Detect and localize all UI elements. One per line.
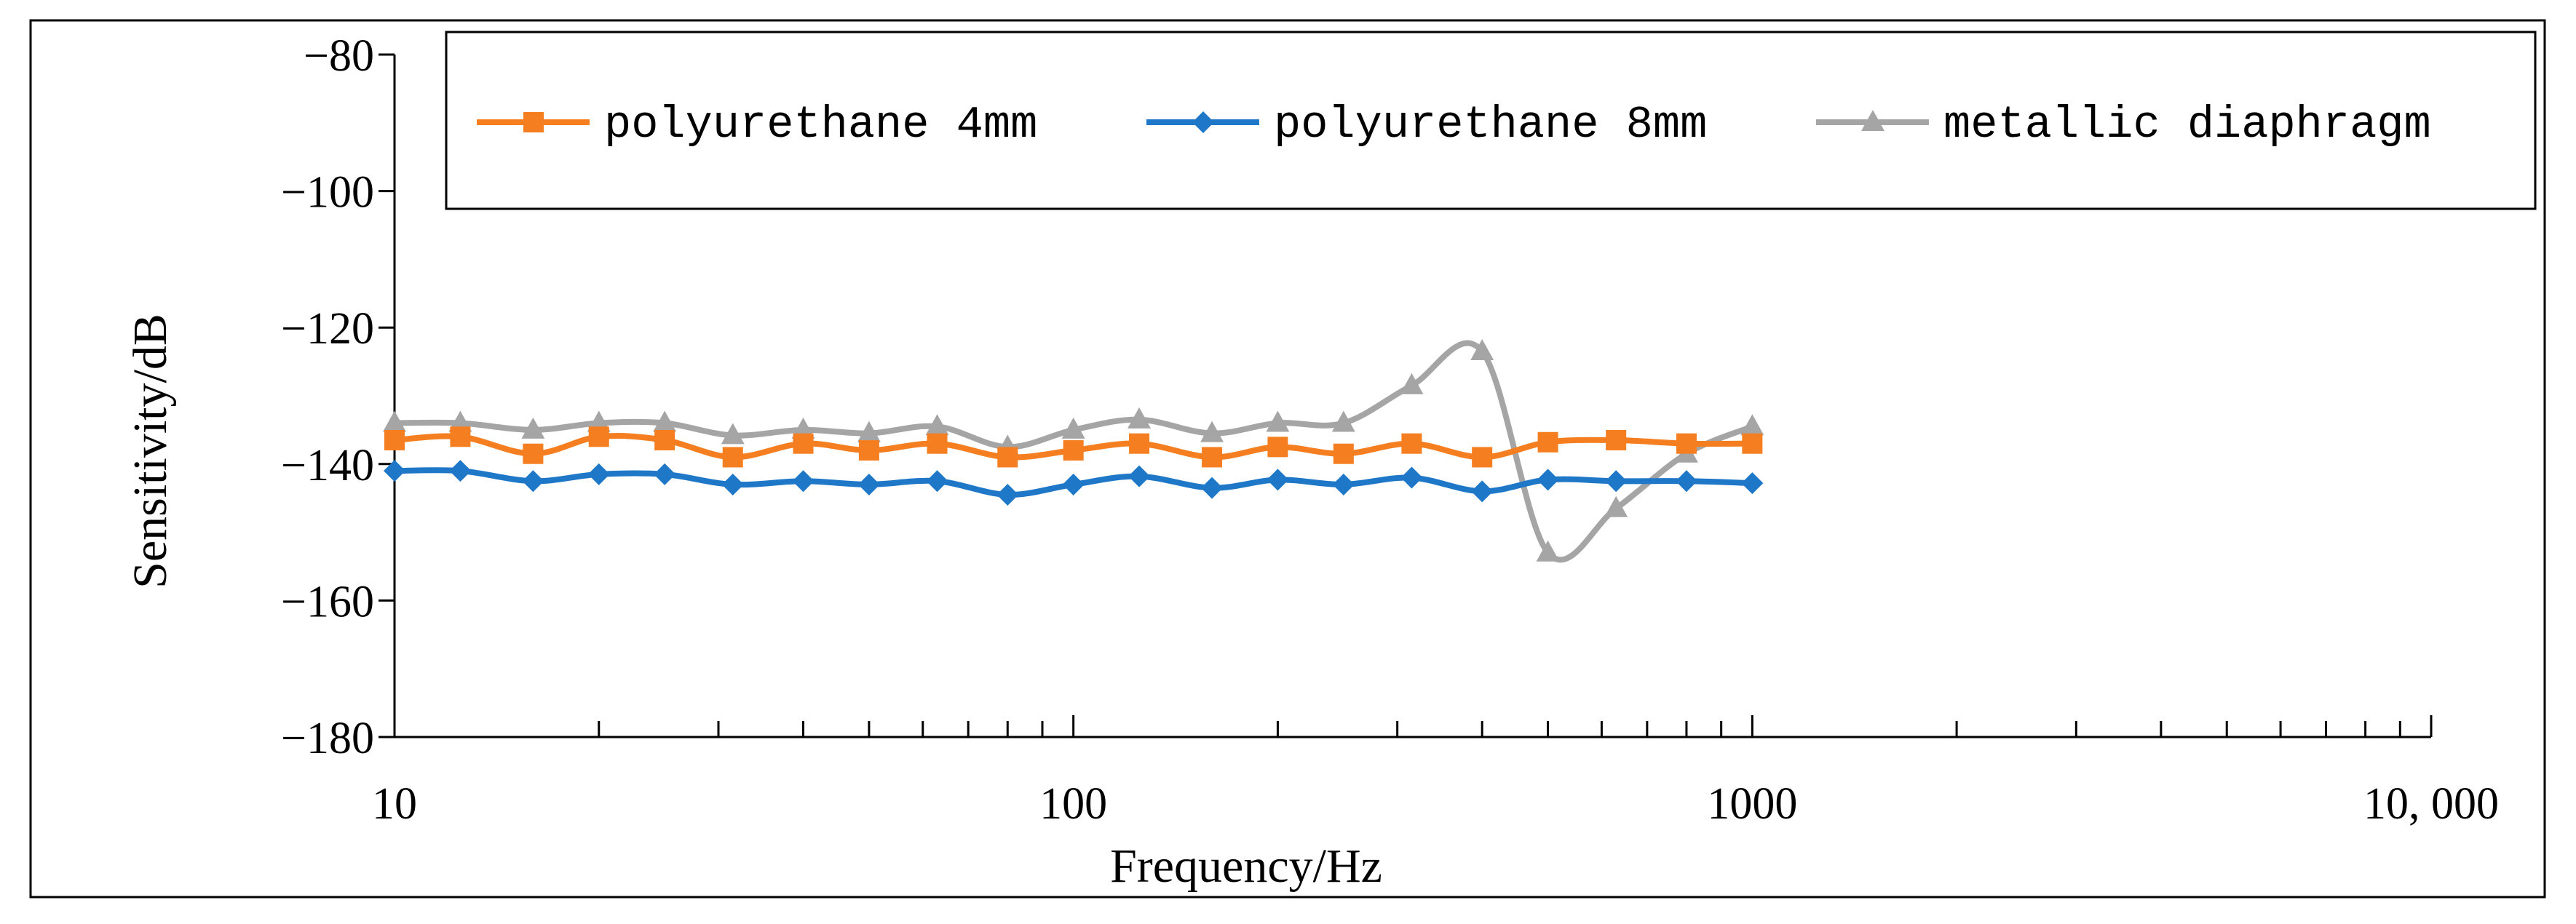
data-point [1061,417,1085,439]
x-tick-label: 1000 [1707,779,1797,829]
data-point [1062,473,1085,495]
data-point [1472,447,1493,468]
data-point [1470,339,1494,361]
data-point [1331,410,1355,432]
data-point [791,417,815,439]
y-tick-label: −80 [304,31,374,81]
data-point [587,410,611,432]
data-point [1201,477,1224,499]
data-point [927,433,948,454]
data-point [384,429,405,450]
data-point [1471,480,1494,503]
data-point [654,429,675,450]
data-point [449,460,472,482]
data-point [588,426,609,447]
data-point [926,470,948,493]
data-point [1605,470,1628,493]
data-point [997,447,1018,468]
y-tick-label: −140 [281,441,374,490]
legend-marker [1192,111,1214,133]
data-point [925,414,949,436]
series-line [394,340,1753,563]
data-point [1537,431,1558,453]
legend-item: metallic diaphragm [1816,99,2431,151]
data-point [857,421,881,442]
data-point [1128,407,1152,429]
legend-label: polyurethane 8mm [1274,99,1707,151]
x-tick-label: 10, 000 [2363,779,2499,829]
legend: polyurethane 4mm polyurethane 8mm metallic… [445,31,2537,210]
data-point [450,426,471,447]
data-point [522,470,544,493]
data-point [448,410,472,432]
data-point [1537,469,1559,491]
series-metallic-diaphragm [383,339,1764,563]
legend-item: polyurethane 8mm [1146,99,1707,151]
data-point [1741,472,1764,495]
data-point [721,473,744,495]
data-point [793,433,814,454]
data-point [1333,443,1354,464]
data-point [1675,470,1697,493]
data-point [857,473,880,495]
data-point [1128,465,1151,487]
x-tick-label: 100 [1039,779,1107,829]
data-point [1400,466,1423,489]
series-polyurethane-4mm [384,426,1763,468]
data-point [521,417,545,439]
data-point [384,460,405,482]
y-axis-title: Sensitivity/dB [124,314,177,589]
data-point [1129,433,1150,454]
data-point [858,440,879,461]
data-point [722,447,743,468]
y-tick-label: −180 [281,714,374,763]
data-point [653,410,677,432]
data-point [1740,414,1764,436]
data-point [383,410,406,432]
series-polyurethane-8mm [384,460,1764,506]
legend-box [445,31,2537,210]
data-point [1267,469,1289,491]
data-point [996,484,1019,506]
data-point [587,463,610,485]
x-axis-title: Frequency/Hz [1110,840,1382,893]
data-point [1267,437,1288,458]
legend-label: polyurethane 4mm [604,99,1037,151]
data-point [1742,433,1763,454]
y-tick-label: −120 [281,304,374,354]
data-point [792,470,815,493]
legend-marker [523,112,544,132]
data-point [1200,421,1224,442]
data-point [721,423,745,445]
data-point [1063,440,1084,461]
x-tick-label: 10 [372,779,417,829]
series-layer [383,339,1764,563]
data-point [1332,473,1355,495]
data-point [654,463,676,485]
data-point [523,443,544,464]
data-point [1202,447,1223,468]
y-tick-label: −160 [281,577,374,626]
data-point [1401,433,1422,454]
legend-item: polyurethane 4mm [477,99,1037,151]
data-point [1676,433,1697,454]
data-point [1606,429,1627,450]
legend-marker [1861,110,1885,131]
data-point [1266,410,1290,432]
legend-label: metallic diaphragm [1943,99,2431,151]
data-point [1400,373,1424,394]
data-point [1536,540,1560,562]
axes: −80 −100 −120 −140 −160 −180 10 100 1000 10, 000 [281,31,2499,829]
data-point [1604,495,1628,517]
y-tick-label: −100 [281,168,374,218]
